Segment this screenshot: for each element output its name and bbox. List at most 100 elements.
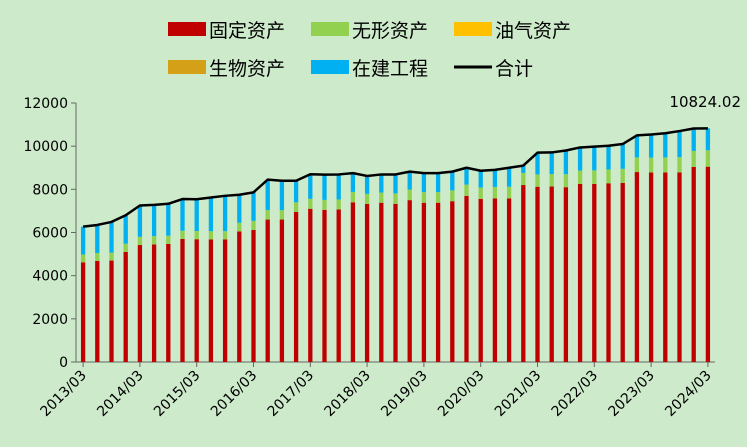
bar-segment <box>137 205 143 237</box>
legend-item: 合计 <box>454 58 533 80</box>
bar-segment <box>237 231 242 362</box>
bar-segment <box>407 200 412 362</box>
bar-segment <box>648 172 654 362</box>
bar-segment <box>251 220 256 230</box>
legend-label: 在建工程 <box>352 58 428 80</box>
bar-segment <box>563 187 569 362</box>
legend-label: 固定资产 <box>209 20 285 42</box>
bar-segment <box>293 180 299 203</box>
x-tick-label: 2013/03 <box>37 368 89 420</box>
bar-segment <box>563 174 569 188</box>
bar-segment <box>606 145 611 170</box>
bar-segment <box>151 236 157 245</box>
bar-segment <box>95 253 100 261</box>
bar-segment <box>251 229 256 362</box>
bar-segment <box>308 208 313 362</box>
bar-segment <box>137 245 143 362</box>
bar-segment <box>393 174 398 194</box>
bar-segment <box>279 219 285 362</box>
bar-segment <box>265 210 270 220</box>
bar-segment <box>492 198 498 362</box>
bar-segment <box>279 210 285 220</box>
bar-segment <box>166 235 171 244</box>
bar-segment <box>151 204 157 237</box>
bar-segment <box>521 185 526 362</box>
bar-segment <box>677 172 682 362</box>
bar-segment <box>279 180 285 211</box>
bar-segment <box>450 201 455 362</box>
bar-segment <box>151 244 157 362</box>
bar-segment <box>350 191 356 203</box>
bar-segment <box>506 167 512 187</box>
bar-segment <box>592 183 597 362</box>
bar-segment <box>634 172 640 362</box>
bars <box>80 128 711 362</box>
bar-segment <box>123 251 128 362</box>
x-tick-label: 2015/03 <box>151 368 203 420</box>
bar-segment <box>549 186 554 362</box>
bar-segment <box>407 189 412 201</box>
x-tick-label: 2024/03 <box>662 368 714 420</box>
bar-segment <box>336 174 341 200</box>
legend-item: 固定资产 <box>168 20 285 42</box>
bar-segment <box>379 192 384 203</box>
bar-segment <box>634 135 640 158</box>
bar-segment <box>194 199 199 231</box>
bar-segment <box>592 146 597 171</box>
data-label-last-total: 10824.02 <box>669 93 741 111</box>
bar-segment <box>222 239 228 362</box>
bar-segment <box>663 133 668 158</box>
x-tick-label: 2017/03 <box>265 368 317 420</box>
bar-segment <box>80 226 86 255</box>
x-tick-label: 2023/03 <box>605 368 657 420</box>
bar-segment <box>308 174 313 199</box>
bar-segment <box>336 209 341 362</box>
bar-segment <box>265 219 270 362</box>
bar-segment <box>464 195 469 362</box>
bar-segment <box>322 209 327 362</box>
y-tick-label: 2000 <box>32 312 68 328</box>
bar-segment <box>677 131 682 158</box>
legend-swatch <box>311 22 349 36</box>
bar-segment <box>166 203 171 236</box>
bar-segment <box>450 190 455 202</box>
legend-swatch <box>454 22 492 36</box>
bar-segment <box>180 230 185 239</box>
bar-segment <box>251 192 256 221</box>
total-line <box>82 127 708 228</box>
y-tick-label: 8000 <box>32 182 68 198</box>
bar-segment <box>492 186 498 199</box>
y-tick-label: 10000 <box>23 139 68 155</box>
bar-segment <box>95 224 100 254</box>
bar-segment <box>194 239 199 362</box>
bar-segment <box>293 211 299 362</box>
bar-segment <box>577 147 583 171</box>
legend-label: 无形资产 <box>352 20 428 42</box>
y-tick-label: 0 <box>59 355 68 371</box>
x-tick-label: 2014/03 <box>94 368 146 420</box>
bar-segment <box>563 150 569 175</box>
bar-segment <box>535 174 540 187</box>
bar-segment <box>293 202 299 212</box>
legend-item: 在建工程 <box>311 58 428 80</box>
bar-segment <box>606 169 611 184</box>
legend-item: 生物资产 <box>168 58 285 80</box>
bar-segment <box>663 157 668 173</box>
y-tick-label: 4000 <box>32 269 68 285</box>
y-axis: 0 2000 4000 6000 8000 10000 12000 <box>23 96 77 371</box>
bar-segment <box>478 170 483 188</box>
bar-segment <box>393 203 398 362</box>
bar-segment <box>535 186 540 362</box>
bar-segment <box>592 170 597 184</box>
legend-label: 油气资产 <box>495 20 571 42</box>
bar-segment <box>492 169 498 187</box>
bar-segment <box>109 221 114 253</box>
y-tick-label: 12000 <box>23 96 68 112</box>
bar-segment <box>435 202 441 362</box>
legend-swatch <box>311 60 349 74</box>
bar-segment <box>379 202 384 362</box>
x-axis: 2013/03 2014/03 2015/03 2016/03 2017/03 2018/… <box>37 361 715 420</box>
legend-swatch <box>168 60 206 74</box>
